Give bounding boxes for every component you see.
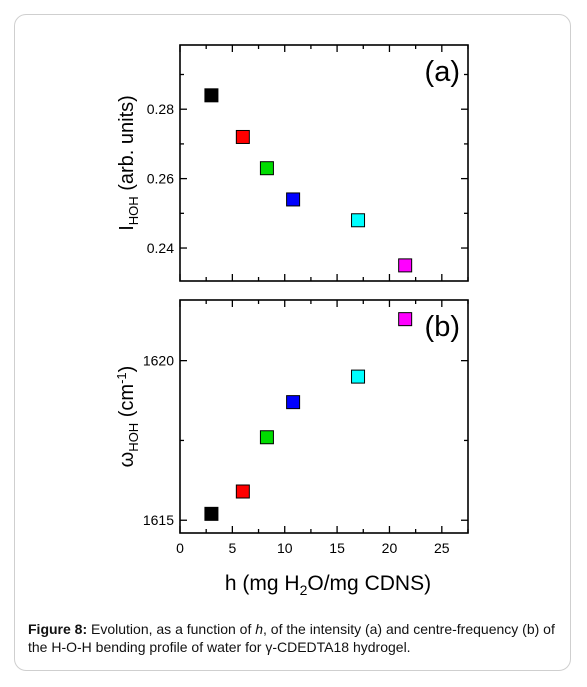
y-tick-label: 1620 xyxy=(143,353,174,369)
x-tick-label: 10 xyxy=(277,540,293,556)
y-axis-label-sub: HOH xyxy=(126,423,141,452)
x-tick-label: 0 xyxy=(176,540,184,556)
plot-frame xyxy=(179,299,469,534)
y-tick-label: 0.28 xyxy=(147,101,174,117)
y-axis-label-rest: (cm xyxy=(116,384,138,423)
data-point xyxy=(259,430,274,445)
data-point xyxy=(398,312,413,327)
caption-text-a: Evolution, as a function of xyxy=(87,621,256,637)
x-axis-label-post: O/mg CDNS) xyxy=(307,572,431,595)
caption-italic: h xyxy=(255,621,264,637)
y-tick-label: 1615 xyxy=(143,512,174,528)
data-point xyxy=(235,484,250,499)
figure-frame xyxy=(14,14,571,671)
y-axis-label: ωHOH (cm-1) xyxy=(114,366,141,468)
figure-caption: Figure 8: Evolution, as a function of h,… xyxy=(28,620,563,656)
data-point xyxy=(286,395,301,410)
y-axis-label-main: ω xyxy=(116,452,138,468)
panel-b: 1615 1620 (b) ωHOH (cm-1) xyxy=(114,299,469,534)
y-axis-label-sub: HOH xyxy=(126,196,141,225)
data-point xyxy=(351,369,366,384)
x-axis-label-sub: 2 xyxy=(300,582,308,598)
x-axis-label: h (mg H2O/mg CDNS) xyxy=(225,572,431,598)
x-tick-label: 20 xyxy=(382,540,398,556)
panel-a: 0.24 0.26 0.28 (a) IHOH (arb. units) xyxy=(116,44,469,282)
panel-label: (b) xyxy=(425,311,460,343)
data-point xyxy=(204,88,219,103)
data-point xyxy=(235,129,250,144)
data-point xyxy=(259,161,274,176)
data-point xyxy=(204,506,219,521)
caption-text-b: , of the intensity (a) and centre-freque… xyxy=(28,621,555,655)
y-axis-label-main: I xyxy=(116,225,138,231)
x-tick-label: 25 xyxy=(434,540,450,556)
y-tick-label: 0.24 xyxy=(147,240,174,256)
y-axis-label-sup: -1 xyxy=(114,372,129,384)
caption-label: Figure 8: xyxy=(28,621,88,637)
data-point xyxy=(398,258,413,273)
panel-label: (a) xyxy=(425,56,460,88)
y-tick-label: 0.26 xyxy=(147,171,174,187)
y-axis-label: IHOH (arb. units) xyxy=(116,95,141,231)
y-axis-label-end: ) xyxy=(116,366,138,373)
x-tick-label: 15 xyxy=(329,540,345,556)
x-tick-label: 5 xyxy=(228,540,236,556)
data-point xyxy=(351,213,366,228)
plot-frame xyxy=(179,44,469,282)
data-point xyxy=(286,192,301,207)
x-axis-label-pre: h (mg H xyxy=(225,572,300,595)
y-axis-label-rest: (arb. units) xyxy=(116,95,138,196)
